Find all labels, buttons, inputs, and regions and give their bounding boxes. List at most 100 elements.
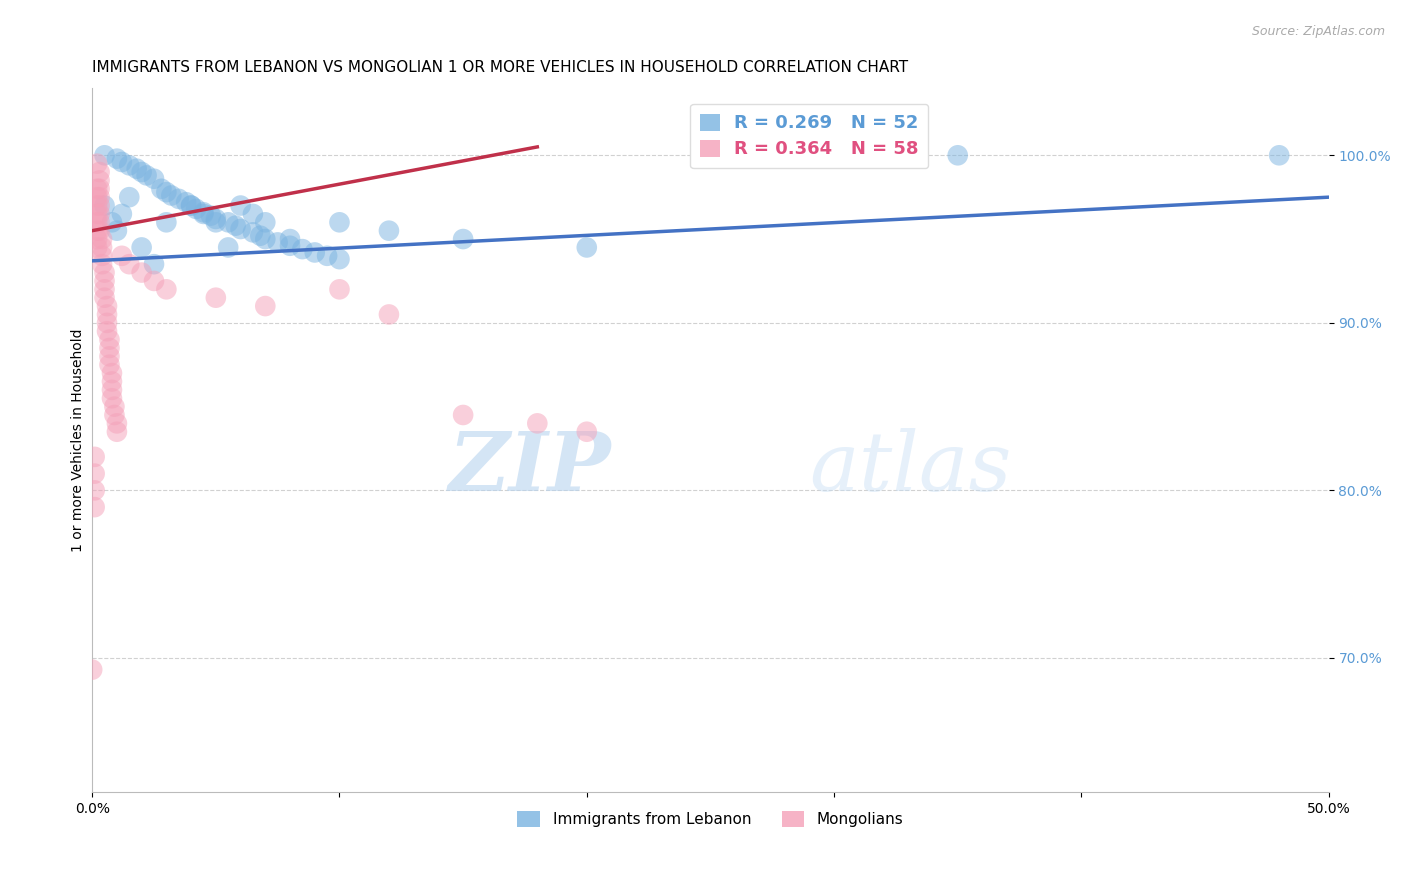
Point xyxy=(118,158,141,172)
Point xyxy=(105,224,128,238)
Point xyxy=(278,239,301,253)
Point xyxy=(93,198,115,212)
Point xyxy=(86,156,108,170)
Point xyxy=(105,152,128,166)
Point xyxy=(225,219,247,233)
Y-axis label: 1 or more Vehicles in Household: 1 or more Vehicles in Household xyxy=(72,328,86,552)
Point xyxy=(96,299,118,313)
Point xyxy=(86,198,108,212)
Point xyxy=(89,224,111,238)
Point xyxy=(89,182,111,196)
Point xyxy=(242,225,264,239)
Point xyxy=(91,240,114,254)
Point xyxy=(111,207,134,221)
Point xyxy=(143,274,166,288)
Point xyxy=(86,232,108,246)
Text: Source: ZipAtlas.com: Source: ZipAtlas.com xyxy=(1251,25,1385,38)
Point xyxy=(86,240,108,254)
Text: IMMIGRANTS FROM LEBANON VS MONGOLIAN 1 OR MORE VEHICLES IN HOUSEHOLD CORRELATION: IMMIGRANTS FROM LEBANON VS MONGOLIAN 1 O… xyxy=(93,60,908,75)
Point xyxy=(150,182,173,196)
Point xyxy=(254,215,277,229)
Point xyxy=(304,245,326,260)
Point xyxy=(575,240,598,254)
Point xyxy=(200,209,222,223)
Point xyxy=(193,205,215,219)
Point xyxy=(328,252,350,267)
Point xyxy=(291,242,314,256)
Point xyxy=(316,249,339,263)
Point xyxy=(93,148,115,162)
Point xyxy=(125,161,148,176)
Point xyxy=(89,207,111,221)
Point xyxy=(143,257,166,271)
Point xyxy=(93,291,115,305)
Point xyxy=(98,341,121,355)
Point xyxy=(105,425,128,439)
Point xyxy=(83,500,105,515)
Point xyxy=(242,207,264,221)
Point xyxy=(96,324,118,338)
Point xyxy=(184,202,207,216)
Point xyxy=(86,215,108,229)
Point xyxy=(111,249,134,263)
Point xyxy=(98,349,121,363)
Text: ZIP: ZIP xyxy=(449,428,612,508)
Point xyxy=(111,155,134,169)
Point xyxy=(254,299,277,313)
Point xyxy=(378,308,401,322)
Point xyxy=(575,425,598,439)
Point xyxy=(205,291,228,305)
Point xyxy=(91,257,114,271)
Point xyxy=(131,240,153,254)
Point xyxy=(143,171,166,186)
Point xyxy=(1268,148,1291,162)
Point xyxy=(98,333,121,347)
Point xyxy=(101,383,124,397)
Point xyxy=(254,232,277,246)
Point xyxy=(278,232,301,246)
Point xyxy=(89,198,111,212)
Point xyxy=(89,165,111,179)
Legend: Immigrants from Lebanon, Mongolians: Immigrants from Lebanon, Mongolians xyxy=(512,805,910,834)
Point xyxy=(155,282,177,296)
Point xyxy=(328,282,350,296)
Point xyxy=(229,222,252,236)
Point xyxy=(131,165,153,179)
Point xyxy=(205,211,228,226)
Text: atlas: atlas xyxy=(810,428,1012,508)
Point xyxy=(193,207,215,221)
Point xyxy=(328,215,350,229)
Point xyxy=(93,282,115,296)
Point xyxy=(180,198,202,212)
Point xyxy=(101,391,124,405)
Point xyxy=(526,417,548,431)
Point xyxy=(86,207,108,221)
Point xyxy=(98,358,121,372)
Point xyxy=(135,169,157,183)
Point xyxy=(249,228,271,243)
Point xyxy=(93,266,115,280)
Point xyxy=(105,417,128,431)
Point xyxy=(451,408,474,422)
Point xyxy=(101,366,124,380)
Point xyxy=(82,663,104,677)
Point xyxy=(131,266,153,280)
Point xyxy=(155,215,177,229)
Point xyxy=(89,190,111,204)
Point xyxy=(180,198,202,212)
Point xyxy=(229,198,252,212)
Point xyxy=(86,182,108,196)
Point xyxy=(86,190,108,204)
Point xyxy=(101,375,124,389)
Point xyxy=(451,232,474,246)
Point xyxy=(83,467,105,481)
Point xyxy=(91,249,114,263)
Point xyxy=(83,483,105,498)
Point xyxy=(103,400,125,414)
Point xyxy=(160,188,183,202)
Point xyxy=(96,308,118,322)
Point xyxy=(205,215,228,229)
Point xyxy=(217,215,239,229)
Point xyxy=(83,450,105,464)
Point xyxy=(118,190,141,204)
